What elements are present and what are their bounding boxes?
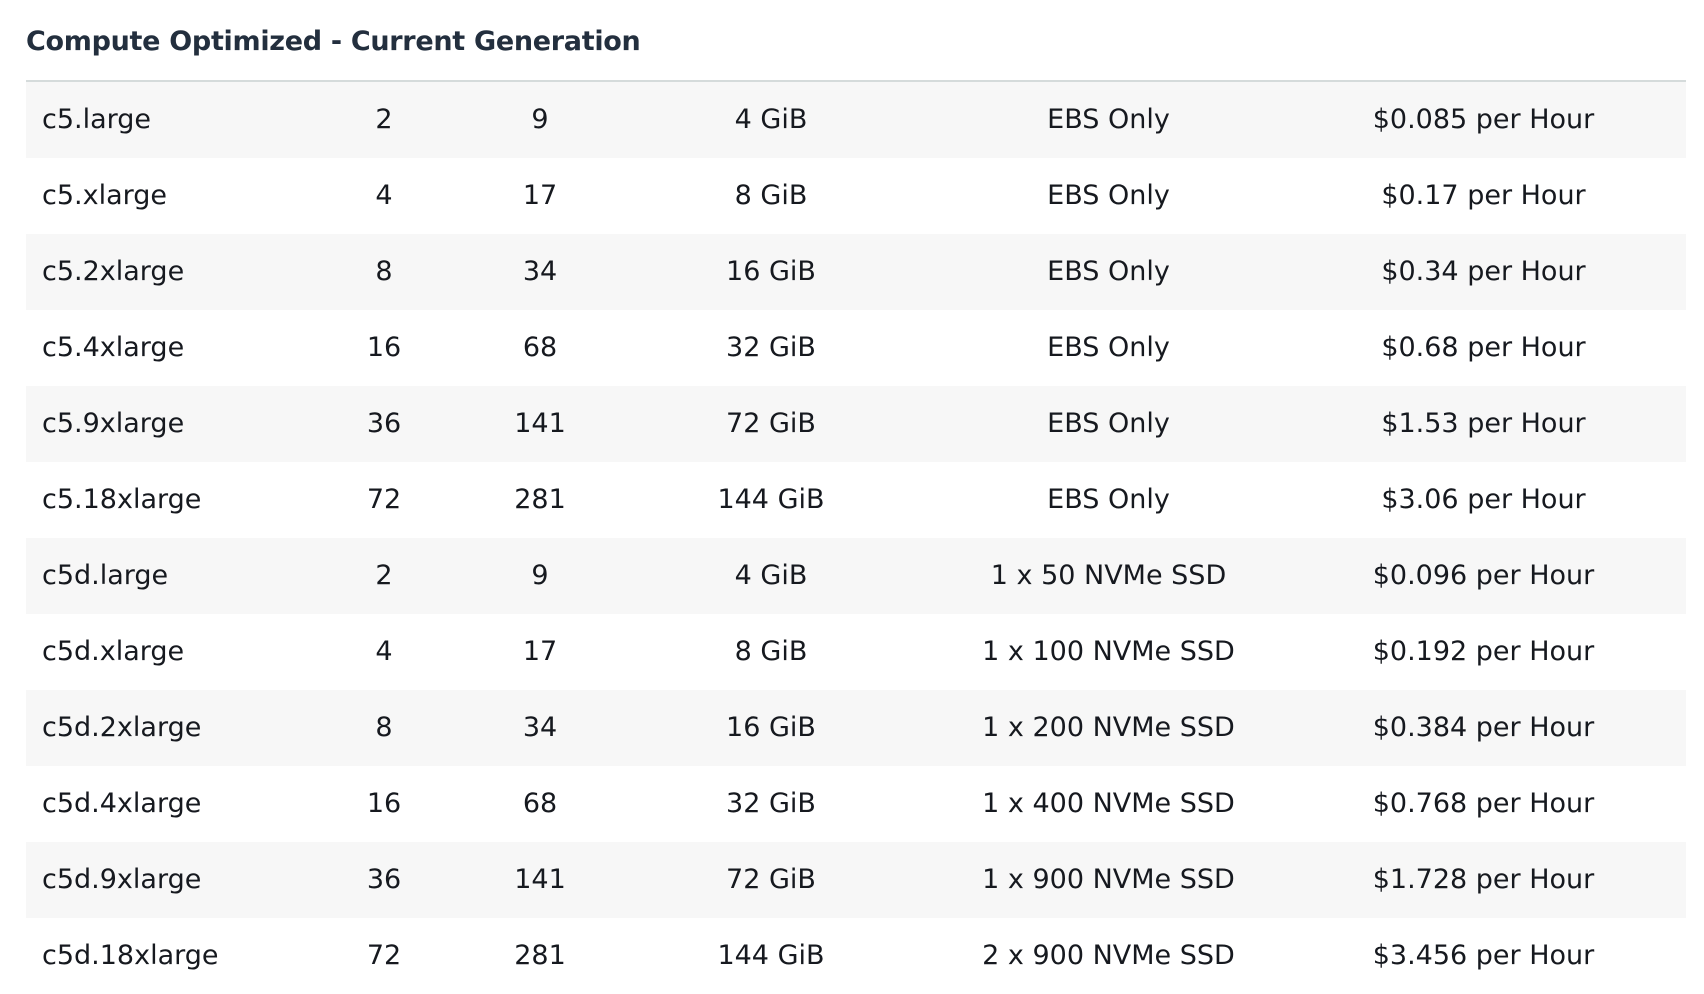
storage-cell: 1 x 50 NVMe SSD <box>990 560 1227 591</box>
vcpu-cell: 4 <box>375 180 393 211</box>
instance-type-cell: c5d.large <box>42 560 169 591</box>
table-row: c5.4xlarge 16 68 32 GiB EBS Only $0.68 p… <box>26 310 1686 386</box>
memory-cell: 144 GiB <box>717 484 825 515</box>
ecu-cell: 281 <box>514 940 566 971</box>
memory-cell: 144 GiB <box>717 940 825 971</box>
table-row: c5d.18xlarge 72 281 144 GiB 2 x 900 NVMe… <box>26 918 1686 994</box>
price-cell: $1.53 per Hour <box>1381 408 1586 439</box>
section-title: Compute Optimized - Current Generation <box>26 26 641 57</box>
instance-type-cell: c5.18xlarge <box>42 484 202 515</box>
price-cell: $0.085 per Hour <box>1372 104 1595 135</box>
table-row: c5d.2xlarge 8 34 16 GiB 1 x 200 NVMe SSD… <box>26 690 1686 766</box>
table-row: c5.2xlarge 8 34 16 GiB EBS Only $0.34 pe… <box>26 234 1686 310</box>
ecu-cell: 9 <box>531 104 549 135</box>
storage-cell: EBS Only <box>1047 484 1170 515</box>
ecu-cell: 34 <box>522 712 558 743</box>
ecu-cell: 9 <box>531 560 549 591</box>
storage-cell: EBS Only <box>1047 332 1170 363</box>
price-cell: $1.728 per Hour <box>1372 864 1595 895</box>
vcpu-cell: 8 <box>375 256 393 287</box>
table-row: c5.large 2 9 4 GiB EBS Only $0.085 per H… <box>26 82 1686 158</box>
vcpu-cell: 16 <box>366 332 402 363</box>
table-row: c5d.large 2 9 4 GiB 1 x 50 NVMe SSD $0.0… <box>26 538 1686 614</box>
storage-cell: EBS Only <box>1047 256 1170 287</box>
ecu-cell: 141 <box>514 864 566 895</box>
pricing-table: c5.large 2 9 4 GiB EBS Only $0.085 per H… <box>26 82 1686 994</box>
storage-cell: EBS Only <box>1047 104 1170 135</box>
price-cell: $0.384 per Hour <box>1372 712 1595 743</box>
storage-cell: EBS Only <box>1047 180 1170 211</box>
ecu-cell: 68 <box>522 332 558 363</box>
storage-cell: 1 x 900 NVMe SSD <box>982 864 1235 895</box>
instance-type-cell: c5d.18xlarge <box>42 940 219 971</box>
instance-type-cell: c5d.4xlarge <box>42 788 202 819</box>
storage-cell: 1 x 400 NVMe SSD <box>982 788 1235 819</box>
vcpu-cell: 72 <box>366 484 402 515</box>
price-cell: $0.17 per Hour <box>1381 180 1586 211</box>
vcpu-cell: 4 <box>375 636 393 667</box>
ecu-cell: 34 <box>522 256 558 287</box>
memory-cell: 72 GiB <box>726 408 816 439</box>
memory-cell: 72 GiB <box>726 864 816 895</box>
ecu-cell: 281 <box>514 484 566 515</box>
memory-cell: 8 GiB <box>734 180 808 211</box>
vcpu-cell: 36 <box>366 864 402 895</box>
price-cell: $0.768 per Hour <box>1372 788 1595 819</box>
vcpu-cell: 2 <box>375 104 393 135</box>
table-row: c5d.4xlarge 16 68 32 GiB 1 x 400 NVMe SS… <box>26 766 1686 842</box>
instance-type-cell: c5.9xlarge <box>42 408 185 439</box>
ecu-cell: 17 <box>522 180 558 211</box>
vcpu-cell: 72 <box>366 940 402 971</box>
pricing-table-wrapper: c5.large 2 9 4 GiB EBS Only $0.085 per H… <box>26 80 1686 994</box>
memory-cell: 32 GiB <box>726 332 816 363</box>
memory-cell: 4 GiB <box>734 104 808 135</box>
instance-type-cell: c5.4xlarge <box>42 332 185 363</box>
price-cell: $0.34 per Hour <box>1381 256 1586 287</box>
price-cell: $0.096 per Hour <box>1372 560 1595 591</box>
ecu-cell: 17 <box>522 636 558 667</box>
table-row: c5d.9xlarge 36 141 72 GiB 1 x 900 NVMe S… <box>26 842 1686 918</box>
memory-cell: 16 GiB <box>726 712 816 743</box>
ecu-cell: 141 <box>514 408 566 439</box>
vcpu-cell: 8 <box>375 712 393 743</box>
ecu-cell: 68 <box>522 788 558 819</box>
vcpu-cell: 16 <box>366 788 402 819</box>
instance-type-cell: c5.large <box>42 104 152 135</box>
price-cell: $3.06 per Hour <box>1381 484 1586 515</box>
storage-cell: EBS Only <box>1047 408 1170 439</box>
vcpu-cell: 36 <box>366 408 402 439</box>
price-cell: $3.456 per Hour <box>1372 940 1595 971</box>
price-cell: $0.192 per Hour <box>1372 636 1595 667</box>
memory-cell: 32 GiB <box>726 788 816 819</box>
instance-type-cell: c5d.2xlarge <box>42 712 202 743</box>
pricing-table-body: c5.large 2 9 4 GiB EBS Only $0.085 per H… <box>26 82 1686 994</box>
storage-cell: 1 x 100 NVMe SSD <box>982 636 1235 667</box>
table-row: c5.xlarge 4 17 8 GiB EBS Only $0.17 per … <box>26 158 1686 234</box>
price-cell: $0.68 per Hour <box>1381 332 1586 363</box>
table-row: c5.18xlarge 72 281 144 GiB EBS Only $3.0… <box>26 462 1686 538</box>
instance-type-cell: c5d.9xlarge <box>42 864 202 895</box>
table-row: c5d.xlarge 4 17 8 GiB 1 x 100 NVMe SSD $… <box>26 614 1686 690</box>
instance-type-cell: c5d.xlarge <box>42 636 185 667</box>
storage-cell: 1 x 200 NVMe SSD <box>982 712 1235 743</box>
storage-cell: 2 x 900 NVMe SSD <box>982 940 1235 971</box>
vcpu-cell: 2 <box>375 560 393 591</box>
memory-cell: 4 GiB <box>734 560 808 591</box>
table-row: c5.9xlarge 36 141 72 GiB EBS Only $1.53 … <box>26 386 1686 462</box>
instance-type-cell: c5.xlarge <box>42 180 168 211</box>
memory-cell: 16 GiB <box>726 256 816 287</box>
memory-cell: 8 GiB <box>734 636 808 667</box>
instance-type-cell: c5.2xlarge <box>42 256 185 287</box>
